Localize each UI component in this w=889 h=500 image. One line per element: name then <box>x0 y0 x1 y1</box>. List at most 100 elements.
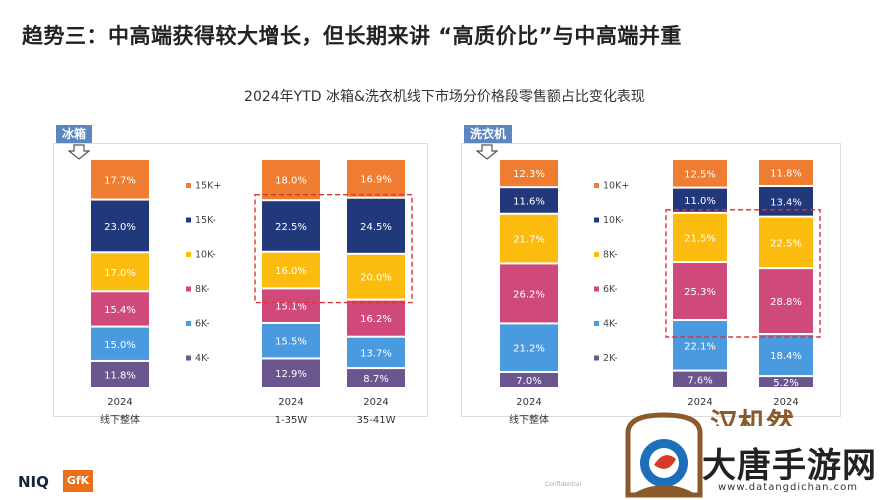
data-label: 15.5% <box>275 337 307 348</box>
bar-segment-1-0-1 <box>500 324 558 371</box>
bar-segment-1-2-5 <box>759 160 813 185</box>
legend-swatch <box>594 217 599 223</box>
bar-segment-0-2-0 <box>347 369 405 387</box>
bar-segment-1-1-1 <box>673 320 727 370</box>
bar-segment-1-2-3 <box>759 217 813 268</box>
data-label: 8.7% <box>363 374 388 385</box>
bar-segment-0-1-4 <box>262 201 320 251</box>
x-tick-year: 2024 <box>363 397 388 408</box>
data-label: 16.0% <box>275 266 307 277</box>
data-label: 11.0% <box>684 196 716 207</box>
niq-logo: NIQ <box>18 473 49 491</box>
legend-swatch <box>594 355 599 361</box>
bar-segment-1-0-2 <box>500 264 558 323</box>
legend-label: 10K- <box>603 215 624 226</box>
bar-segment-0-0-1 <box>91 327 149 360</box>
legend-label: 15K+ <box>195 181 221 192</box>
bar-segment-1-0-3 <box>500 214 558 263</box>
washer-label: 洗衣机 <box>464 125 513 143</box>
data-label: 16.2% <box>360 314 392 325</box>
data-label: 18.4% <box>770 351 802 362</box>
data-label: 12.9% <box>275 369 307 380</box>
bar-segment-0-2-2 <box>347 300 405 336</box>
x-tick-year: 2024 <box>278 397 303 408</box>
data-label: 17.0% <box>104 268 136 279</box>
data-label: 20.0% <box>360 273 392 284</box>
data-label: 24.5% <box>360 222 392 233</box>
data-label: 15.4% <box>104 305 136 316</box>
data-label: 12.5% <box>684 169 716 180</box>
data-label: 25.3% <box>684 287 716 298</box>
legend-label: 15K- <box>195 215 216 226</box>
bar-segment-0-1-1 <box>262 323 320 358</box>
legend-swatch <box>186 321 191 326</box>
bar-segment-1-1-2 <box>673 263 727 319</box>
bar-segment-1-0-4 <box>500 188 558 213</box>
bar-segment-1-2-4 <box>759 186 813 216</box>
fridge-arrow-icon <box>68 144 90 160</box>
data-label: 7.6% <box>687 375 712 386</box>
bar-segment-1-2-0 <box>759 377 813 387</box>
legend-label: 10K- <box>195 250 216 261</box>
legend-label: 4K- <box>195 353 210 364</box>
legend-label: 8K- <box>603 250 618 261</box>
bar-segment-1-1-5 <box>673 160 727 187</box>
bar-segment-0-0-0 <box>91 361 149 387</box>
legend-label: 10K+ <box>603 181 629 192</box>
bar-segment-1-2-1 <box>759 335 813 376</box>
bar-segment-0-0-2 <box>91 292 149 326</box>
legend-swatch <box>594 183 599 188</box>
x-tick-sub: 线下整体 <box>509 413 549 426</box>
x-tick-sub: 1-35W <box>275 415 308 426</box>
x-tick-sub: 线下整体 <box>100 413 140 426</box>
gfk-logo: GfK <box>63 470 93 492</box>
bar-segment-1-1-3 <box>673 213 727 262</box>
x-tick-year: 2024 <box>773 397 798 408</box>
data-label: 11.6% <box>513 196 545 207</box>
data-label: 28.8% <box>770 297 802 308</box>
data-label: 26.2% <box>513 289 545 300</box>
data-label: 22.5% <box>275 222 307 233</box>
bar-segment-0-0-5 <box>91 160 149 199</box>
highlight-box <box>254 194 413 304</box>
data-label: 15.0% <box>104 340 136 351</box>
data-label: 13.7% <box>360 348 392 359</box>
bar-segment-0-2-1 <box>347 337 405 368</box>
x-tick-year: 2024 <box>107 397 132 408</box>
data-label: 13.4% <box>770 197 802 208</box>
data-label: 5.2% <box>773 378 798 389</box>
bar-segment-1-2-2 <box>759 269 813 334</box>
bar-segment-0-1-5 <box>262 160 320 200</box>
x-tick-sub: 35-41W <box>357 415 396 426</box>
data-label: 12.3% <box>513 169 545 180</box>
x-tick-year: 2024 <box>516 397 541 408</box>
slide-title: 趋势三：中高端获得较大增长，但长期来讲 “高质价比”与中高端并重 <box>22 24 682 48</box>
confidential-note: Confidential <box>545 481 582 488</box>
watermark-brand: 大唐手游网 <box>702 446 877 486</box>
bar-segment-0-2-5 <box>347 160 405 197</box>
data-label: 22.5% <box>770 238 802 249</box>
data-label: 21.5% <box>684 233 716 244</box>
bar-segment-0-1-3 <box>262 252 320 288</box>
data-label: 18.0% <box>275 176 307 187</box>
data-label: 17.7% <box>104 175 136 186</box>
bar-segment-1-1-0 <box>673 371 727 387</box>
legend-swatch <box>186 217 191 223</box>
highlight-box <box>665 209 821 338</box>
bar-segment-1-0-0 <box>500 372 558 387</box>
bar-segment-0-1-2 <box>262 289 320 322</box>
x-tick-year: 2024 <box>687 397 712 408</box>
watermark-url: www.datangdichan.com <box>718 482 858 493</box>
bar-segment-1-1-4 <box>673 188 727 212</box>
legend-swatch <box>186 286 191 292</box>
legend-label: 6K- <box>603 284 618 295</box>
data-label: 15.1% <box>275 302 307 313</box>
data-label: 21.7% <box>513 235 545 246</box>
legend-swatch <box>594 252 599 257</box>
legend-swatch <box>186 183 191 188</box>
fridge-label: 冰箱 <box>56 125 93 143</box>
data-label: 21.2% <box>513 344 545 355</box>
data-label: 23.0% <box>104 222 136 233</box>
legend-label: 2K- <box>603 353 618 364</box>
bar-segment-0-2-4 <box>347 198 405 253</box>
